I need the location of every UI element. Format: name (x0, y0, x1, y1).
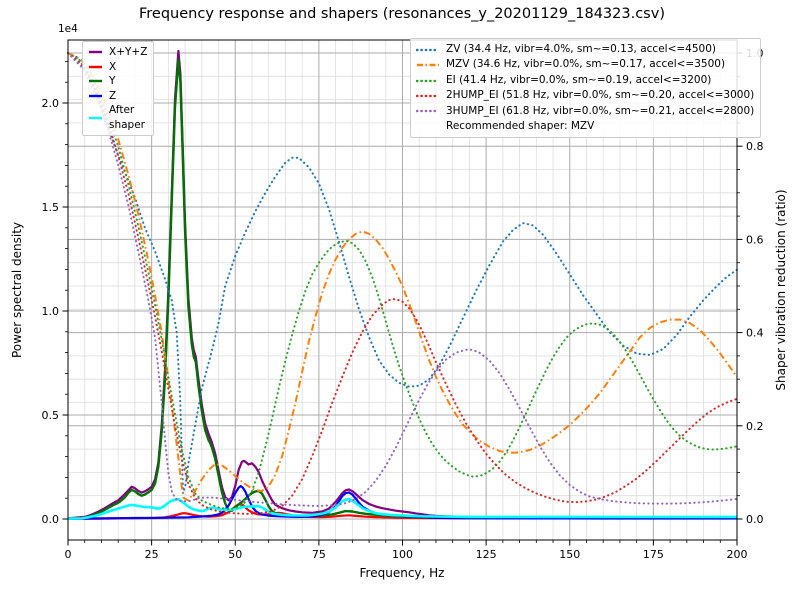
x-tick-label: 150 (559, 548, 580, 561)
series-after-shaper (67, 497, 737, 520)
y-right-tick-label: 0.6 (746, 233, 764, 246)
legend-line-swatch (416, 79, 440, 82)
y-right-tick-label: 0.4 (746, 327, 764, 340)
series-x-y-z (67, 49, 737, 520)
legend-line-swatch (416, 94, 440, 98)
legend-item: Z (88, 89, 147, 104)
series-y (67, 58, 737, 520)
legend-item: Y (88, 74, 147, 89)
legend-shapers: ZV (34.4 Hz, vibr=4.0%, sm~=0.13, accel<… (410, 38, 762, 139)
series-3hump-ei (67, 52, 738, 507)
legend-item: EI (41.4 Hz, vibr=0.0%, sm~=0.19, accel<… (416, 73, 754, 88)
legend-item: After shaper (88, 103, 147, 132)
chart-title: Frequency response and shapers (resonanc… (139, 6, 665, 22)
legend-item-label: MZV (34.6 Hz, vibr=0.0%, sm~=0.17, accel… (446, 58, 726, 71)
y-axis-label-right: Shaper vibration reduction (ratio) (774, 189, 788, 391)
legend-line-swatch (416, 110, 440, 113)
legend-line-swatch (89, 94, 102, 97)
legend-line-swatch (89, 65, 102, 68)
legend-psd: X+Y+Z X Y Z After shaper (82, 41, 155, 136)
legend-item-label: Recommended shaper: MZV (446, 120, 595, 133)
y-left-tick-label: 0.5 (42, 409, 60, 422)
legend-item-label: X (109, 60, 117, 73)
y-axis-offset-text: 1e4 (58, 23, 78, 35)
y-right-tick-label: 0.0 (746, 513, 764, 526)
legend-item-label: EI (41.4 Hz, vibr=0.0%, sm~=0.19, accel<… (446, 73, 712, 86)
legend-line-swatch (89, 116, 102, 119)
x-tick-label: 125 (476, 548, 497, 561)
y-left-tick-label: 0.0 (42, 513, 60, 526)
legend-item-label: After shaper (109, 104, 146, 131)
x-tick-label: 75 (312, 548, 326, 561)
legend-item: X (88, 60, 147, 75)
x-tick-label: 50 (228, 548, 242, 561)
x-axis-label: Frequency, Hz (359, 566, 445, 580)
legend-item: 3HUMP_EI (61.8 Hz, vibr=0.0%, sm~=0.21, … (416, 104, 754, 119)
legend-item-label: 3HUMP_EI (61.8 Hz, vibr=0.0%, sm~=0.21, … (446, 104, 755, 117)
legend-item: Recommended shaper: MZV (416, 119, 754, 134)
legend-item-label: 2HUMP_EI (51.8 Hz, vibr=0.0%, sm~=0.20, … (446, 89, 755, 102)
legend-swatch-empty (416, 124, 440, 130)
legend-item-label: ZV (34.4 Hz, vibr=4.0%, sm~=0.13, accel<… (446, 43, 716, 55)
legend-line-swatch (89, 51, 102, 54)
series-zv (67, 52, 738, 495)
y-left-tick-label: 2.0 (42, 97, 60, 110)
y-right-tick-label: 0.8 (746, 140, 764, 153)
y-left-tick-label: 1.5 (42, 201, 60, 214)
legend-line-swatch (417, 63, 439, 67)
legend-item: X+Y+Z (88, 45, 147, 60)
legend-item-label: Z (109, 89, 117, 102)
legend-item-label: Y (109, 75, 116, 87)
y-right-tick-label: 0.2 (746, 420, 764, 433)
series-mzv (67, 52, 738, 502)
x-tick-label: 100 (392, 548, 413, 561)
legend-item: ZV (34.4 Hz, vibr=4.0%, sm~=0.13, accel<… (416, 42, 754, 57)
series-2hump-ei (67, 52, 738, 515)
legend-line-swatch (416, 48, 440, 51)
x-tick-label: 200 (727, 548, 748, 561)
series-x (67, 502, 737, 520)
y-left-tick-label: 1.0 (42, 305, 60, 318)
legend-item: MZV (34.6 Hz, vibr=0.0%, sm~=0.17, accel… (416, 57, 754, 72)
legend-line-swatch (89, 80, 102, 83)
legend-item-label: X+Y+Z (109, 46, 148, 58)
series-ei (67, 52, 738, 510)
x-tick-label: 25 (145, 548, 159, 561)
legend-item: 2HUMP_EI (51.8 Hz, vibr=0.0%, sm~=0.20, … (416, 88, 754, 103)
x-tick-label: 175 (643, 548, 664, 561)
y-axis-label-left: Power spectral density (10, 221, 24, 359)
x-tick-label: 0 (65, 548, 72, 561)
